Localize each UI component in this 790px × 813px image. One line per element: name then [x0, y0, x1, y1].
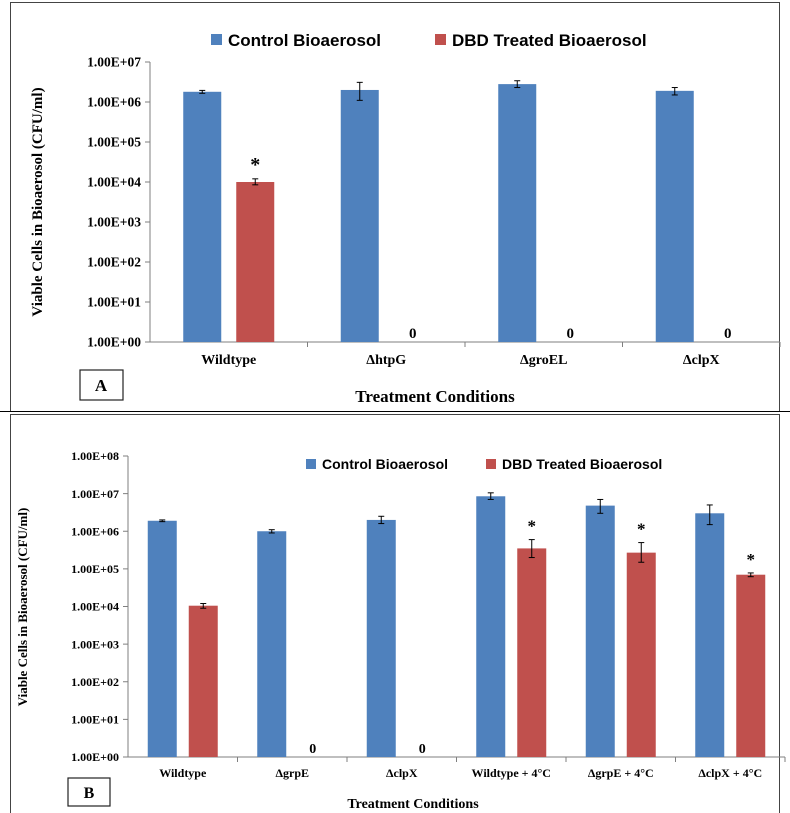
- panel-b-frame: [10, 414, 780, 813]
- chart-panel-b: 1.00E+00 1.00E+01 1.00E+02 1.00E+03 1.00E+04…: [0, 412, 790, 813]
- y-tick-label: 1.00E+08: [71, 449, 119, 463]
- chart-a-x-axis-title: Treatment Conditions: [355, 387, 515, 406]
- chart-b-y-axis-title: Viable Cells in Bioaerosol (CFU/ml): [15, 508, 30, 707]
- y-tick-label: 1.00E+03: [87, 215, 141, 230]
- chart-a-legend: Control Bioaerosol DBD Treated Bioaeroso…: [211, 31, 647, 50]
- legend-b-control-swatch: [306, 459, 316, 469]
- chart-b-svg: 1.00E+00 1.00E+01 1.00E+02 1.00E+03 1.00E+04…: [15, 449, 786, 812]
- y-tick-label: 1.00E+03: [71, 637, 119, 651]
- y-tick-label: 1.00E+02: [71, 675, 119, 689]
- y-tick-label: 1.00E+07: [71, 487, 119, 501]
- chart-b-x-axis-title: Treatment Conditions: [347, 797, 479, 812]
- legend-b-dbd-swatch: [486, 459, 496, 469]
- y-tick-label: 1.00E+07: [87, 55, 141, 70]
- significance-marker: *: [747, 550, 756, 569]
- zero-value-label: 0: [309, 742, 316, 757]
- category-label: ΔclpX + 4°C: [698, 766, 762, 780]
- bar-dbd-treated: [188, 605, 218, 757]
- bar-control: [340, 89, 379, 342]
- panel-b-label: B: [84, 785, 95, 802]
- legend-a-control-label: Control Bioaerosol: [228, 31, 381, 50]
- bar-control: [366, 519, 396, 757]
- chart-panel-a: 1.00E+00 1.00E+01 1.00E+02 1.00E+03 1.00E+04…: [0, 0, 790, 412]
- y-tick-label: 1.00E+05: [87, 135, 141, 150]
- bar-control: [257, 531, 287, 757]
- legend-a-dbd-label: DBD Treated Bioaerosol: [452, 31, 647, 50]
- legend-a-dbd-swatch: [435, 34, 446, 45]
- legend-a-control-swatch: [211, 34, 222, 45]
- bar-control: [183, 91, 222, 343]
- bar-control: [476, 496, 506, 757]
- chart-b-legend: Control Bioaerosol DBD Treated Bioaeroso…: [306, 456, 662, 472]
- y-tick-label: 1.00E+00: [71, 750, 119, 764]
- category-label: ΔgrpE: [275, 766, 309, 780]
- y-tick-label: 1.00E+00: [87, 335, 141, 350]
- bar-control: [655, 90, 694, 342]
- zero-value-label: 0: [409, 326, 417, 342]
- bar-control: [695, 513, 725, 757]
- zero-value-label: 0: [419, 742, 426, 757]
- y-tick-label: 1.00E+04: [71, 600, 119, 614]
- legend-b-control-label: Control Bioaerosol: [322, 456, 448, 472]
- significance-marker: *: [250, 154, 260, 176]
- panel-a-frame: [10, 2, 780, 411]
- significance-marker: *: [637, 520, 646, 539]
- y-tick-label: 1.00E+06: [71, 524, 119, 538]
- category-label: ΔhtpG: [366, 353, 406, 368]
- zero-value-label: 0: [724, 326, 732, 342]
- category-label: ΔgroEL: [520, 353, 567, 368]
- y-tick-label: 1.00E+01: [87, 295, 141, 310]
- category-label: Wildtype: [159, 766, 207, 780]
- bar-control: [498, 84, 537, 342]
- category-label: Wildtype: [201, 353, 256, 368]
- bar-dbd-treated: [626, 552, 656, 757]
- panel-b-label-box: [67, 777, 111, 807]
- bar-dbd-treated: [517, 548, 547, 757]
- bar-control: [585, 505, 615, 757]
- category-label: Wildtype + 4°C: [472, 766, 551, 780]
- panel-a-label: A: [95, 376, 108, 395]
- y-tick-label: 1.00E+01: [71, 713, 119, 727]
- y-tick-label: 1.00E+04: [87, 175, 141, 190]
- zero-value-label: 0: [567, 326, 575, 342]
- legend-b-dbd-label: DBD Treated Bioaerosol: [502, 456, 662, 472]
- y-tick-label: 1.00E+05: [71, 562, 119, 576]
- bar-control: [147, 520, 177, 757]
- significance-marker: *: [528, 517, 537, 536]
- category-label: ΔgrpE + 4°C: [588, 766, 654, 780]
- chart-a-svg: 1.00E+00 1.00E+01 1.00E+02 1.00E+03 1.00E+04…: [30, 31, 781, 406]
- bar-dbd-treated: [236, 182, 275, 342]
- chart-a-y-axis-title: Viable Cells in Bioaerosol (CFU/ml): [30, 87, 46, 316]
- category-label: ΔclpX: [386, 766, 418, 780]
- category-label: ΔclpX: [683, 353, 720, 368]
- y-tick-label: 1.00E+06: [87, 95, 141, 110]
- chart-b-axes: [127, 456, 785, 758]
- bar-dbd-treated: [736, 574, 766, 757]
- panel-a-label-box: [79, 369, 124, 401]
- y-tick-label: 1.00E+02: [87, 255, 141, 270]
